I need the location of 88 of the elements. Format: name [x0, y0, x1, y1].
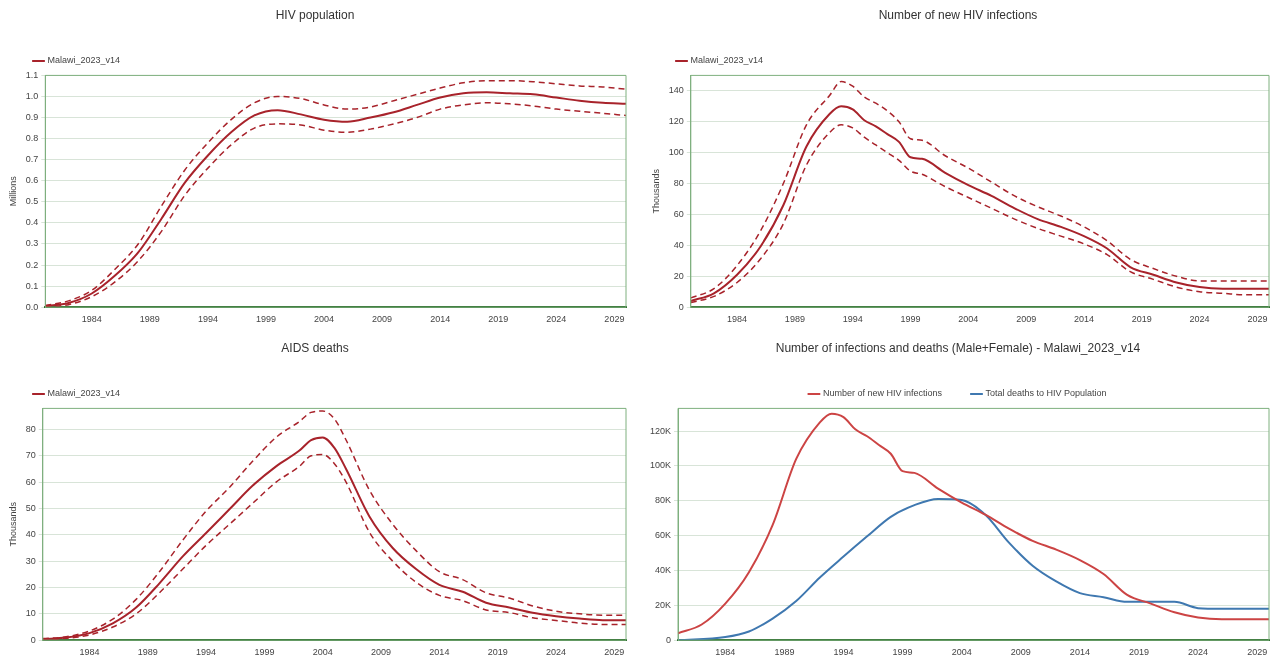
y-tick-label: 1.1 [25, 69, 39, 80]
y-tick-label: 100K [649, 460, 672, 471]
x-tick-label: 2014 [1073, 314, 1094, 325]
x-tick-label: 1999 [892, 647, 913, 658]
y-tick-label: 80 [673, 178, 684, 189]
legend-label: Malawi_2023_v14 [690, 55, 764, 66]
y-tick-label: 0.2 [25, 259, 39, 270]
x-tick-label: 2024 [1189, 314, 1210, 325]
x-tick-label: 2019 [1128, 647, 1149, 658]
legend-label: Total deaths to HIV Population [985, 388, 1107, 399]
y-tick-label: 0 [678, 301, 684, 312]
chart-title: AIDS deaths [281, 340, 349, 355]
legend-label: Malawi_2023_v14 [47, 55, 121, 66]
x-tick-label: 1989 [774, 647, 795, 658]
y-axis-title: Millions [7, 175, 18, 207]
y-tick-label: 30 [25, 555, 36, 566]
x-tick-label: 2019 [488, 314, 509, 325]
x-tick-label: 1989 [137, 647, 158, 658]
y-tick-label: 20K [655, 599, 672, 610]
y-tick-label: 20 [25, 582, 36, 592]
x-tick-label: 2024 [1188, 647, 1209, 658]
x-tick-label: 1989 [139, 314, 160, 325]
x-tick-label: 1999 [255, 314, 276, 325]
y-tick-label: 0.4 [25, 217, 39, 228]
y-tick-label: 120 [668, 116, 684, 127]
y-tick-label: 0.7 [25, 154, 39, 165]
x-tick-label: 1999 [254, 647, 275, 658]
y-tick-label: 80K [655, 495, 672, 506]
y-tick-label: 70 [25, 450, 36, 461]
y-tick-label: 0 [30, 634, 36, 645]
y-tick-label: 1.0 [25, 90, 39, 101]
x-tick-label: 1994 [197, 314, 218, 325]
x-tick-label: 2004 [958, 314, 979, 325]
x-tick-label: 2029 [1247, 647, 1268, 658]
y-tick-label: 40 [25, 529, 36, 540]
y-tick-label: 0.6 [25, 175, 39, 186]
x-tick-label: 1984 [727, 314, 748, 325]
y-axis-title: Thousands [7, 501, 18, 547]
y-tick-label: 0 [666, 634, 672, 645]
y-tick-label: 0.0 [25, 301, 39, 312]
y-tick-label: 10 [25, 608, 36, 619]
y-tick-label: 0.5 [25, 196, 39, 207]
x-tick-label: 2014 [430, 314, 451, 325]
x-tick-label: 2029 [604, 314, 625, 325]
x-tick-label: 2009 [371, 647, 392, 658]
x-tick-label: 2019 [1131, 314, 1152, 325]
y-tick-label: 60 [25, 476, 36, 487]
y-tick-label: 40 [673, 239, 684, 250]
y-tick-label: 0.1 [25, 280, 39, 291]
x-tick-label: 2014 [429, 647, 450, 658]
y-tick-label: 60 [673, 208, 684, 219]
legend-label: Number of new HIV infections [822, 388, 943, 399]
x-tick-label: 2009 [372, 314, 393, 325]
x-tick-label: 1994 [842, 314, 863, 325]
legend-label: Malawi_2023_v14 [47, 388, 121, 399]
y-axis-title: Thousands [650, 168, 661, 214]
y-tick-label: 80 [25, 423, 36, 434]
y-tick-label: 100 [668, 147, 684, 158]
y-tick-label: 140 [668, 85, 684, 96]
y-tick-label: 0.3 [25, 238, 39, 249]
y-tick-label: 0.9 [25, 112, 39, 123]
x-tick-label: 2019 [487, 647, 508, 658]
x-tick-label: 2009 [1016, 314, 1037, 325]
chart-title: Number of infections and deaths (Male+Female) - Malawi_2023_v14 [775, 340, 1141, 355]
x-tick-label: 2024 [546, 647, 567, 658]
x-tick-label: 1984 [715, 647, 736, 658]
x-tick-label: 1984 [79, 647, 100, 658]
y-tick-label: 40K [655, 564, 672, 575]
y-tick-label: 0.8 [25, 133, 39, 144]
x-tick-label: 1984 [81, 314, 102, 325]
x-tick-label: 2024 [546, 314, 567, 325]
chart-title: Number of new HIV infections [878, 7, 1038, 22]
x-tick-label: 2004 [951, 647, 972, 658]
x-tick-label: 1989 [784, 314, 805, 325]
y-tick-label: 20 [673, 270, 684, 281]
x-tick-label: 2009 [1010, 647, 1031, 658]
x-tick-label: 1994 [833, 647, 854, 658]
x-tick-label: 2014 [1069, 647, 1090, 658]
y-tick-label: 60K [655, 530, 672, 541]
y-tick-label: 120K [649, 425, 672, 436]
x-tick-label: 1994 [196, 647, 217, 658]
x-tick-label: 1999 [900, 314, 921, 325]
y-tick-label: 50 [25, 502, 36, 513]
x-tick-label: 2029 [604, 647, 625, 658]
x-tick-label: 2004 [312, 647, 333, 658]
x-tick-label: 2004 [314, 314, 335, 325]
chart-title: HIV population [275, 7, 355, 22]
x-tick-label: 2029 [1247, 314, 1268, 325]
